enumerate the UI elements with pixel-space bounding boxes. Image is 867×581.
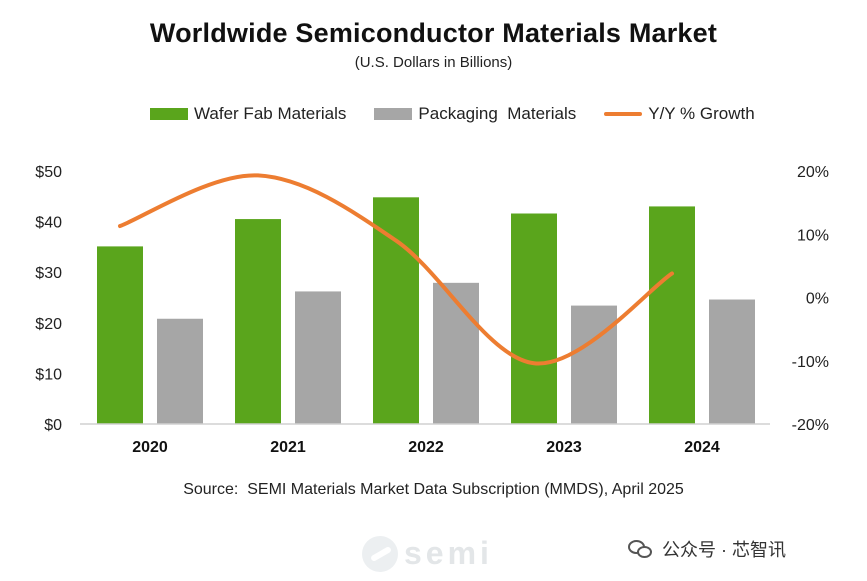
legend-swatch-packaging xyxy=(374,108,413,120)
source-note: Source: SEMI Materials Market Data Subsc… xyxy=(183,481,684,498)
y-right-tick-label: -20% xyxy=(792,417,829,434)
semi-logo-text: semi xyxy=(404,535,493,571)
y-left-tick-label: $10 xyxy=(35,366,62,383)
bar-wafer-fab xyxy=(97,246,143,424)
bar-packaging xyxy=(157,318,203,424)
chart-subtitle: (U.S. Dollars in Billions) xyxy=(354,54,513,71)
legend-label-packaging: Packaging Materials xyxy=(418,104,577,123)
y-left-tick-label: $50 xyxy=(35,164,62,181)
legend: Wafer Fab Materials Packaging Materials … xyxy=(150,104,783,124)
bar-packaging xyxy=(709,299,755,424)
y-right-tick-label: 20% xyxy=(797,164,829,181)
bar-packaging xyxy=(295,291,341,424)
y-right-tick-label: 0% xyxy=(806,291,829,308)
x-tick-label: 2024 xyxy=(684,439,720,456)
bar-wafer-fab xyxy=(373,197,419,424)
bar-wafer-fab xyxy=(649,206,695,424)
legend-item-growth: Y/Y % Growth xyxy=(604,104,755,124)
wechat-account-text: 公众号 · 芯智讯 xyxy=(662,540,786,560)
y-left-tick-label: $30 xyxy=(35,265,62,282)
legend-label-wafer: Wafer Fab Materials xyxy=(194,104,347,123)
wechat-watermark: 公众号 · 芯智讯 xyxy=(628,536,786,562)
legend-swatch-growth xyxy=(604,112,643,116)
semi-logo-icon xyxy=(362,535,398,572)
line-yy-growth xyxy=(118,173,674,366)
y-left-tick-label: $20 xyxy=(35,316,62,333)
legend-item-packaging: Packaging Materials xyxy=(374,104,576,124)
wechat-icon xyxy=(628,538,654,560)
bar-wafer-fab xyxy=(511,213,557,424)
semi-watermark-logo: semi xyxy=(362,535,493,572)
legend-swatch-wafer xyxy=(150,108,188,120)
chart-title: Worldwide Semiconductor Materials Market xyxy=(149,18,718,48)
legend-item-wafer: Wafer Fab Materials xyxy=(150,104,346,124)
y-left-tick-label: $0 xyxy=(44,417,62,434)
legend-label-growth: Y/Y % Growth xyxy=(648,104,755,123)
bar-packaging xyxy=(433,282,479,424)
x-tick-label: 2022 xyxy=(408,439,444,456)
x-tick-label: 2020 xyxy=(132,439,168,456)
x-tick-label: 2021 xyxy=(270,439,306,456)
y-left-tick-label: $40 xyxy=(35,215,62,232)
bar-wafer-fab xyxy=(235,219,281,424)
y-right-tick-label: 10% xyxy=(797,227,829,244)
x-tick-label: 2023 xyxy=(546,439,582,456)
y-right-tick-label: -10% xyxy=(792,354,829,371)
bar-packaging xyxy=(571,305,617,424)
